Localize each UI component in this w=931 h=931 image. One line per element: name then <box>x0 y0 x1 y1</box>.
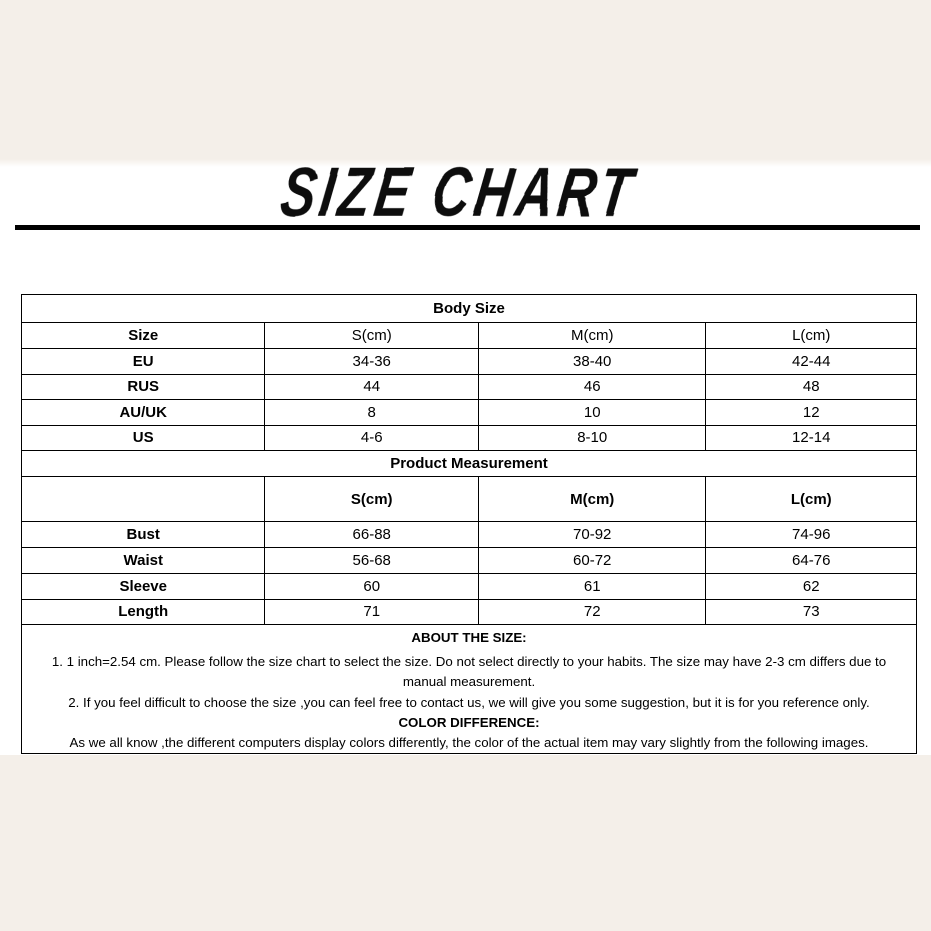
svg-text:SIZE CHART: SIZE CHART <box>276 154 641 224</box>
